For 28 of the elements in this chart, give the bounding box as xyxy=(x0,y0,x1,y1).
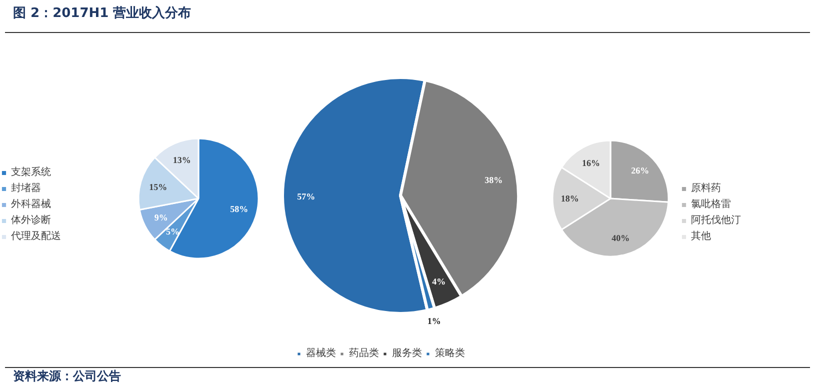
data-label: 16% xyxy=(582,158,600,168)
data-label: 40% xyxy=(612,232,630,243)
legend-label: 代理及配送 xyxy=(11,230,61,243)
data-label: 18% xyxy=(560,194,579,204)
legend-label: 体外诊断 xyxy=(11,214,51,227)
legend-label: 支架系统 xyxy=(11,166,51,179)
legend-label: 封堵器 xyxy=(11,182,41,195)
legend-label: 器械类 xyxy=(306,346,336,360)
text: 资料来源：公司公告 xyxy=(13,368,121,385)
data-label: 26% xyxy=(631,166,650,176)
legend-label: 阿托伐他汀 xyxy=(691,214,741,227)
legend-label: 策略类 xyxy=(435,346,465,360)
data-label: 5% xyxy=(166,226,180,237)
legend-label: 氯吡格雷 xyxy=(691,198,731,211)
chart-title: 图 2：2017H1 营业收入分布 xyxy=(13,5,192,23)
data-label: 38% xyxy=(484,174,503,185)
data-label: 58% xyxy=(230,204,248,214)
data-label: 13% xyxy=(172,154,191,165)
data-label: 15% xyxy=(149,182,168,192)
legend-label: 服务类 xyxy=(392,346,422,360)
legend-label: 原料药 xyxy=(691,182,721,195)
data-label: 1% xyxy=(427,316,441,326)
legend-label: 其他 xyxy=(691,230,711,243)
data-label: 4% xyxy=(432,276,446,287)
legend-label: 药品类 xyxy=(349,346,379,360)
data-label: 9% xyxy=(154,212,168,223)
data-label: 57% xyxy=(297,191,316,202)
legend-label: 外科器械 xyxy=(11,198,51,211)
